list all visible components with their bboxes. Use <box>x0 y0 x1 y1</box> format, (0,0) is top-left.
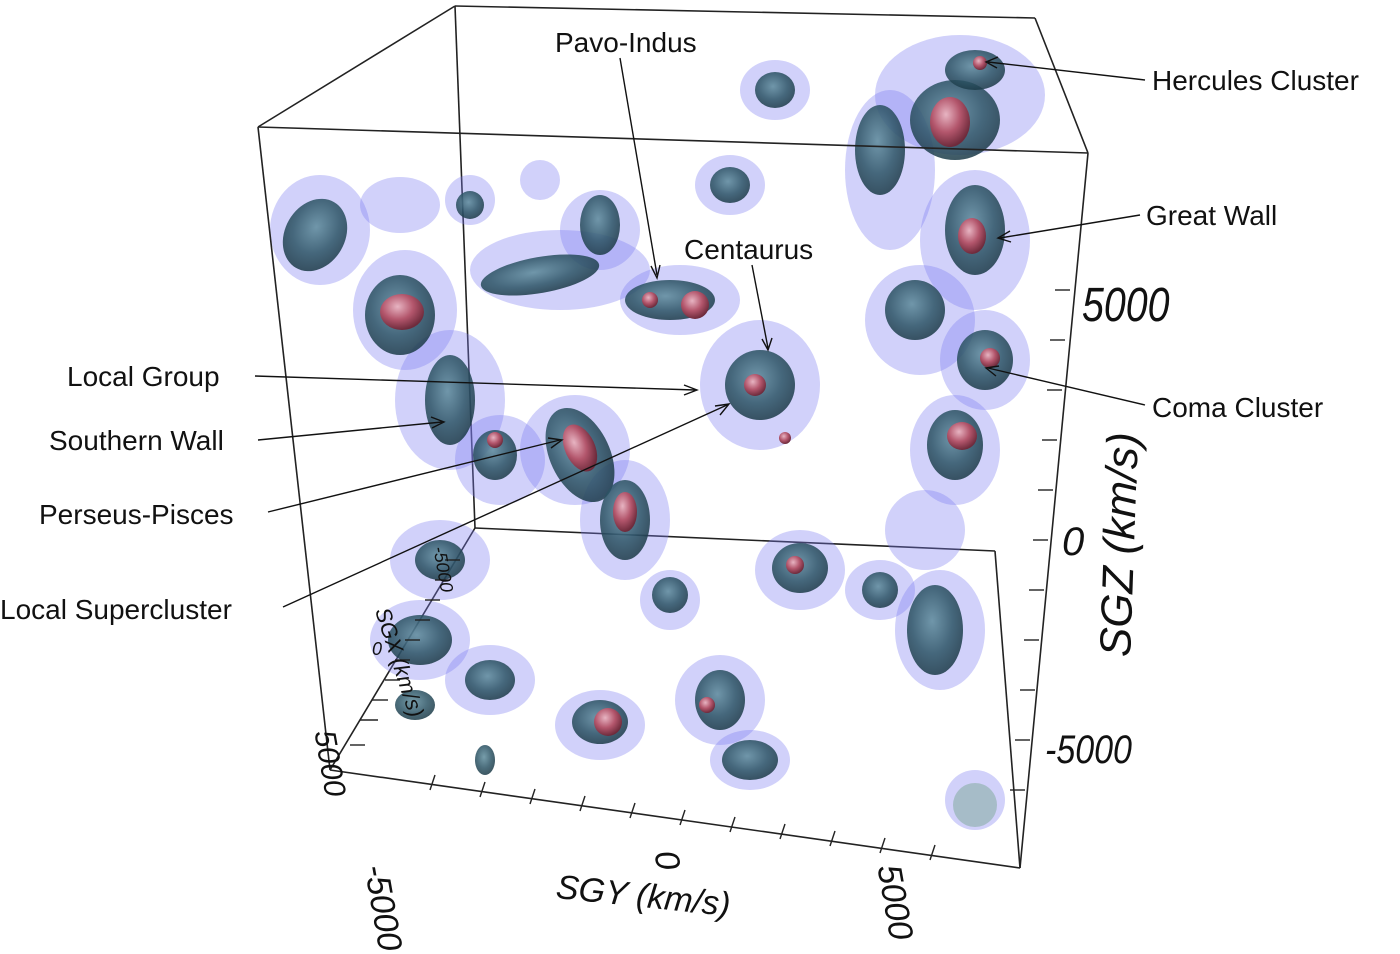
arrow-local-supercluster <box>282 404 728 608</box>
volume-rendering: Pavo-Indus Hercules Cluster Great Wall C… <box>0 5 1359 954</box>
label-pavo-indus: Pavo-Indus <box>555 27 697 58</box>
arrow-local-group <box>254 375 696 391</box>
arrow-great-wall <box>999 214 1141 239</box>
arrow-pavo-indus <box>619 57 658 276</box>
arrow-perseus-pisces <box>267 439 561 513</box>
label-centaurus: Centaurus <box>684 234 814 265</box>
tick-marks <box>350 289 1070 861</box>
arrow-centaurus <box>751 264 769 349</box>
sgz-tick-minus-5000: -5000 <box>1045 728 1132 772</box>
sgz-axis-title: SGZ (km/s) <box>1091 431 1148 658</box>
label-hercules-cluster: Hercules Cluster <box>1152 65 1359 96</box>
label-coma-cluster: Coma Cluster <box>1152 392 1324 423</box>
label-southern-wall: Southern Wall <box>49 425 224 456</box>
label-local-supercluster: Local Supercluster <box>0 594 232 625</box>
density-halos <box>270 35 1045 830</box>
sgz-tick-0: 0 <box>1062 520 1085 564</box>
box-front-edges <box>257 5 1089 869</box>
sgz-tick-5000: 5000 <box>1082 279 1170 332</box>
annotation-arrows <box>254 56 1146 608</box>
arrow-hercules <box>987 61 1146 81</box>
sgx-tick-0: 0 <box>372 639 383 659</box>
density-cores <box>282 50 1013 827</box>
cluster-cores <box>380 56 1000 736</box>
arrow-southern-wall <box>257 421 443 441</box>
label-local-group: Local Group <box>67 361 220 392</box>
label-perseus-pisces: Perseus-Pisces <box>39 499 234 530</box>
label-great-wall: Great Wall <box>1146 200 1278 231</box>
arrow-coma <box>987 367 1146 406</box>
density-volume-svg <box>254 5 1146 869</box>
